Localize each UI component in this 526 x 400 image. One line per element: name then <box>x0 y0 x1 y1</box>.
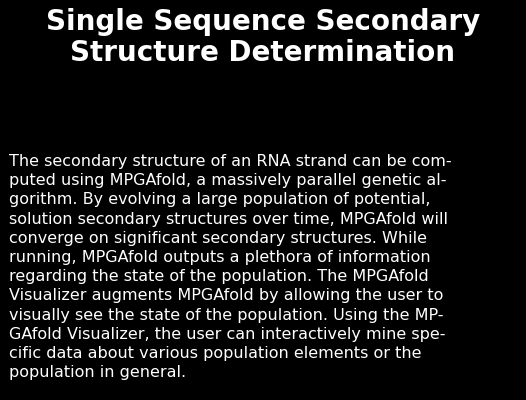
Text: Single Sequence Secondary
Structure Determination: Single Sequence Secondary Structure Dete… <box>46 8 480 67</box>
Text: The secondary structure of an RNA strand can be com-
puted using MPGAfold, a mas: The secondary structure of an RNA strand… <box>9 154 452 380</box>
